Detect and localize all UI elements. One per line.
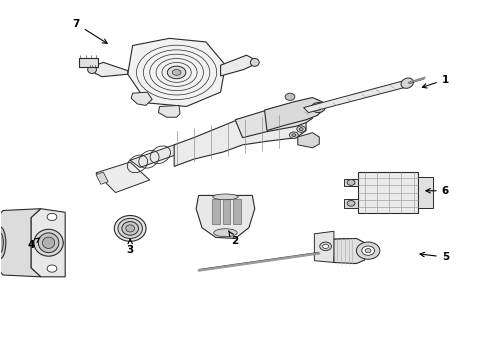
Circle shape: [365, 248, 371, 253]
Text: 7: 7: [73, 19, 107, 43]
Ellipse shape: [126, 225, 135, 232]
Circle shape: [299, 128, 303, 131]
Ellipse shape: [172, 69, 181, 75]
Circle shape: [356, 242, 380, 259]
Circle shape: [323, 244, 329, 248]
Polygon shape: [79, 58, 98, 67]
Polygon shape: [96, 172, 108, 184]
Text: 2: 2: [228, 231, 239, 246]
Ellipse shape: [43, 237, 55, 248]
Polygon shape: [358, 172, 418, 213]
Circle shape: [347, 201, 355, 206]
Ellipse shape: [38, 233, 59, 253]
Polygon shape: [128, 39, 225, 107]
Polygon shape: [265, 98, 324, 131]
Polygon shape: [174, 109, 306, 166]
Polygon shape: [0, 209, 41, 277]
Ellipse shape: [214, 229, 237, 237]
Circle shape: [312, 103, 325, 113]
Text: 3: 3: [126, 239, 134, 255]
Ellipse shape: [118, 219, 143, 238]
Text: 5: 5: [420, 252, 449, 262]
Ellipse shape: [0, 226, 6, 259]
Polygon shape: [343, 199, 358, 208]
Ellipse shape: [213, 194, 238, 200]
Polygon shape: [131, 92, 152, 105]
Polygon shape: [220, 55, 253, 76]
Ellipse shape: [167, 66, 186, 79]
Circle shape: [55, 240, 63, 246]
Circle shape: [285, 93, 295, 100]
Ellipse shape: [34, 229, 63, 256]
Text: 1: 1: [422, 75, 449, 88]
Polygon shape: [222, 199, 230, 224]
Circle shape: [315, 105, 322, 110]
Ellipse shape: [401, 78, 414, 88]
Circle shape: [290, 132, 298, 138]
Polygon shape: [315, 231, 351, 262]
Polygon shape: [334, 238, 365, 264]
Ellipse shape: [114, 216, 146, 241]
Ellipse shape: [250, 58, 259, 66]
Polygon shape: [159, 105, 180, 117]
Polygon shape: [418, 177, 433, 208]
Polygon shape: [130, 145, 184, 167]
Text: 6: 6: [426, 186, 449, 196]
Circle shape: [320, 242, 331, 251]
Circle shape: [47, 265, 57, 272]
Polygon shape: [96, 162, 150, 193]
Ellipse shape: [122, 222, 139, 235]
Polygon shape: [233, 199, 241, 224]
Polygon shape: [304, 80, 410, 113]
Circle shape: [47, 213, 57, 221]
Text: 4: 4: [27, 238, 40, 249]
Polygon shape: [343, 179, 358, 186]
Polygon shape: [298, 133, 319, 148]
Polygon shape: [235, 102, 313, 138]
Ellipse shape: [88, 66, 97, 73]
Circle shape: [362, 246, 374, 255]
Circle shape: [292, 134, 296, 136]
Polygon shape: [196, 195, 255, 238]
Circle shape: [347, 180, 355, 185]
Ellipse shape: [0, 232, 3, 253]
Polygon shape: [212, 199, 220, 224]
Polygon shape: [31, 209, 65, 277]
Polygon shape: [94, 62, 128, 77]
Circle shape: [297, 126, 306, 132]
